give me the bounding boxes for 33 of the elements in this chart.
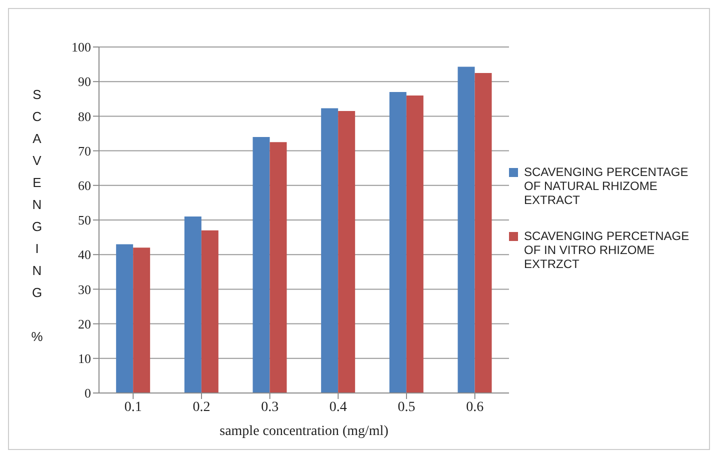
bar — [338, 111, 356, 393]
bar — [201, 230, 218, 393]
y-tick-label: 10 — [78, 351, 91, 366]
y-tick-label: 60 — [78, 178, 91, 194]
y-tick-label: 50 — [78, 212, 91, 228]
bar — [133, 248, 150, 393]
bar — [270, 142, 287, 393]
x-tick-label: 0.2 — [192, 400, 210, 415]
x-tick-label: 0.1 — [124, 400, 142, 415]
bar — [252, 136, 270, 393]
bar — [321, 108, 338, 393]
y-tick-label: 80 — [78, 108, 91, 124]
x-axis-title: sample concentration (mg/ml) — [220, 424, 389, 439]
bar — [116, 244, 134, 393]
bar — [184, 216, 202, 393]
bar — [406, 95, 424, 393]
x-tick-label: 0.4 — [329, 400, 347, 415]
y-tick-label: 100 — [72, 40, 91, 55]
y-tick-label: 30 — [78, 282, 91, 297]
y-tick-label: 70 — [78, 143, 91, 158]
x-tick-label: 0.6 — [466, 400, 484, 415]
bar — [389, 92, 406, 393]
text: SCAVENGING % — [31, 87, 43, 344]
y-tick-label: 20 — [78, 316, 91, 332]
bar — [474, 72, 492, 393]
bar — [458, 66, 475, 393]
x-tick-label: 0.5 — [398, 400, 416, 415]
legend-label: SCAVENGING PERCENTAGE OF NATURAL RHIZOME EXTRACT — [524, 165, 690, 207]
legend-label: SCAVENGING PERCETNAGE OF IN VITRO RHIZOME EXTRZCT — [524, 229, 690, 271]
y-tick-label: 90 — [78, 74, 91, 90]
y-tick-label: 0 — [84, 386, 91, 401]
x-tick-label: 0.3 — [261, 400, 279, 415]
y-tick-label: 40 — [78, 247, 91, 262]
